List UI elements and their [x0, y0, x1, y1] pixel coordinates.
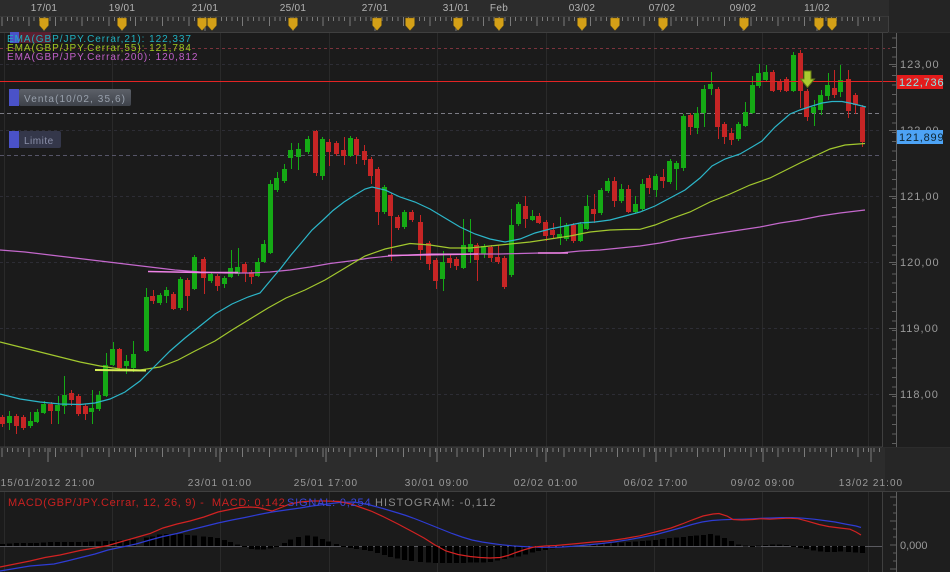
svg-text:EMA(GBP/JPY.Cerrar,200): 120,8: EMA(GBP/JPY.Cerrar,200): 120,812	[7, 52, 198, 63]
svg-text:03/02: 03/02	[569, 3, 596, 14]
svg-text:19/01: 19/01	[109, 3, 136, 14]
svg-text:31/01: 31/01	[443, 3, 470, 14]
svg-text:07/02: 07/02	[649, 3, 676, 14]
svg-text:09/02 09:00: 09/02 09:00	[731, 478, 795, 489]
svg-text:09/02: 09/02	[730, 3, 757, 14]
svg-text:121,899: 121,899	[899, 132, 944, 144]
svg-text:17/01: 17/01	[31, 3, 58, 14]
svg-text:13/02 21:00: 13/02 21:00	[839, 478, 903, 489]
svg-text:119,00: 119,00	[900, 323, 939, 335]
svg-text:EMA(GBP/JPY.Cerrar,21): 122,33: EMA(GBP/JPY.Cerrar,21): 122,337	[7, 34, 192, 45]
svg-text:MACD(GBP/JPY.Cerrar, 12, 26, 9: MACD(GBP/JPY.Cerrar, 12, 26, 9) - MACD: …	[8, 497, 285, 509]
svg-text:0,000: 0,000	[900, 540, 928, 552]
svg-text:Feb: Feb	[490, 3, 508, 14]
svg-text:120,00: 120,00	[900, 257, 940, 269]
svg-text:Venta(10/02, 35,6): Venta(10/02, 35,6)	[24, 94, 126, 105]
svg-text:21/01: 21/01	[192, 3, 219, 14]
svg-text:HISTOGRAM: -0,112: HISTOGRAM: -0,112	[375, 497, 497, 509]
svg-text:Limite: Limite	[24, 136, 54, 147]
svg-text:15/01/2012 21:00: 15/01/2012 21:00	[1, 478, 96, 489]
svg-text:23/01 01:00: 23/01 01:00	[188, 478, 252, 489]
svg-text:118,00: 118,00	[900, 389, 939, 401]
svg-text:02/02 01:00: 02/02 01:00	[514, 478, 578, 489]
svg-text:27/01: 27/01	[362, 3, 389, 14]
svg-text:123,00: 123,00	[900, 59, 940, 71]
svg-text:11/02: 11/02	[804, 3, 830, 14]
svg-text:122,736: 122,736	[899, 77, 944, 89]
svg-text:121,00: 121,00	[900, 191, 940, 203]
svg-text:EMA(GBP/JPY.Cerrar,55): 121,78: EMA(GBP/JPY.Cerrar,55): 121,784	[7, 43, 192, 54]
svg-text:25/01 17:00: 25/01 17:00	[294, 478, 358, 489]
svg-text:25/01: 25/01	[280, 3, 307, 14]
svg-text:30/01 09:00: 30/01 09:00	[405, 478, 469, 489]
svg-text:SIGNAL: 0,254: SIGNAL: 0,254	[287, 497, 371, 509]
svg-text:06/02 17:00: 06/02 17:00	[624, 478, 688, 489]
